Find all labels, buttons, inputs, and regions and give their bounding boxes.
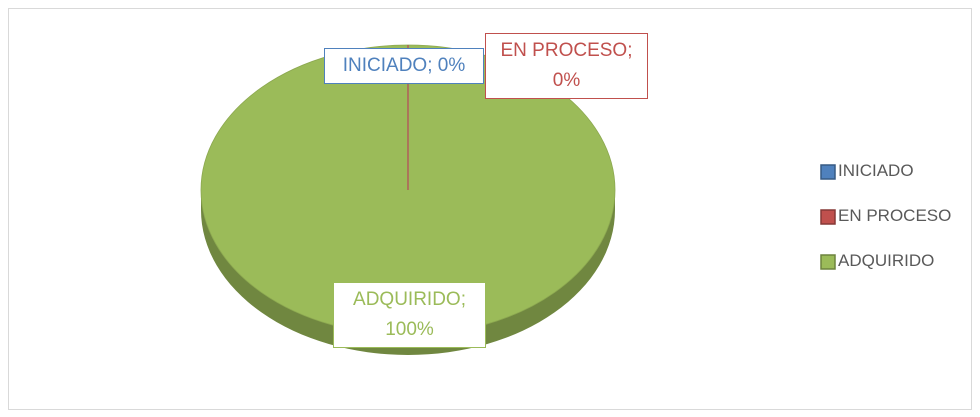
legend-swatch [820, 164, 836, 180]
legend-swatch [820, 254, 836, 270]
legend-swatch [820, 209, 836, 225]
data-label: ADQUIRIDO; 100% [333, 282, 486, 348]
legend-label: EN PROCESO [838, 206, 952, 225]
data-label: INICIADO; 0% [324, 48, 484, 84]
data-label: EN PROCESO; 0% [485, 33, 648, 99]
legend-label: INICIADO [838, 161, 914, 180]
legend-label: ADQUIRIDO [838, 251, 935, 270]
